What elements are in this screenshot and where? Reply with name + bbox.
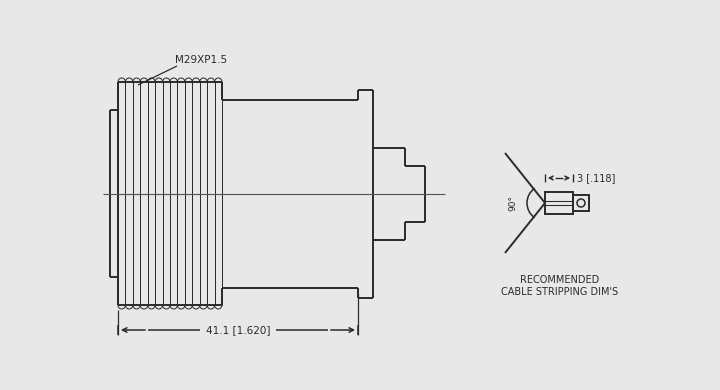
- Text: 90°: 90°: [508, 195, 517, 211]
- Text: M29XP1.5: M29XP1.5: [175, 55, 227, 65]
- Text: CABLE STRIPPING DIM'S: CABLE STRIPPING DIM'S: [501, 287, 618, 297]
- Text: 3 [.118]: 3 [.118]: [577, 173, 616, 183]
- Bar: [573, 195, 589, 211]
- Text: RECOMMENDED: RECOMMENDED: [521, 275, 600, 285]
- Text: 41.1 [1.620]: 41.1 [1.620]: [206, 325, 270, 335]
- Bar: [545, 192, 573, 214]
